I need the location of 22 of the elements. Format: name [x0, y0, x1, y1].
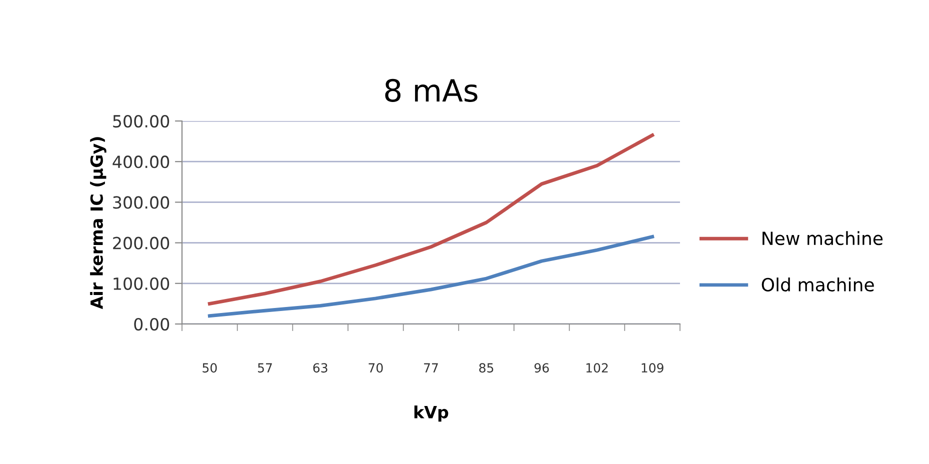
- x-tick-label: 70: [368, 363, 383, 373]
- y-tick-label: 300.00: [113, 196, 170, 209]
- x-tick-label: 57: [258, 363, 272, 373]
- x-tick-label: 63: [313, 363, 328, 373]
- x-tick-label: 96: [534, 363, 549, 373]
- y-axis-title: Air kerma IC (µGy): [90, 137, 106, 310]
- line-series: [208, 133, 654, 306]
- line-series: [208, 234, 654, 318]
- legend-label: New machine: [762, 231, 883, 246]
- y-tick-label: 500.00: [113, 114, 170, 128]
- y-tick-label: 0.00: [134, 318, 170, 331]
- x-tick-label: 50: [202, 363, 217, 373]
- x-tick-label: 77: [424, 363, 438, 372]
- legend-label: Old machine: [762, 278, 874, 292]
- y-tick-label: 100.00: [114, 277, 170, 290]
- x-tick-label: 109: [642, 363, 664, 373]
- y-tick-label: 400.00: [112, 156, 170, 168]
- chart-title: 8 mAs: [385, 78, 478, 102]
- x-tick-label: 102: [586, 363, 608, 373]
- x-tick-label: 85: [479, 363, 494, 373]
- y-tick-label: 200.00: [113, 236, 170, 250]
- x-axis-title: kVp: [414, 406, 448, 422]
